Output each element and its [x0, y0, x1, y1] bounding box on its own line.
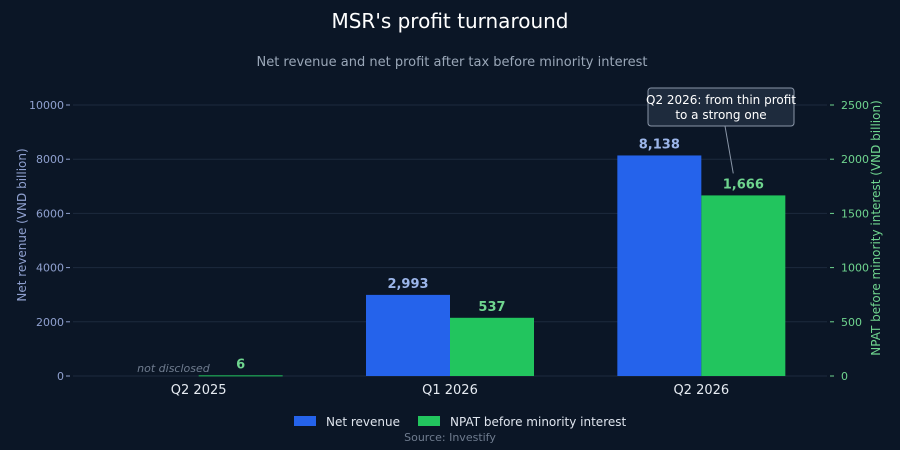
bar-net-revenue: [366, 294, 450, 376]
source-note: Source: Investify: [404, 431, 496, 444]
legend-label-net-revenue: Net revenue: [326, 415, 400, 429]
bar-npat: [198, 375, 283, 377]
left-axis-label: Net revenue (VND billion): [15, 148, 29, 301]
bar-npat: [701, 195, 786, 376]
annotation: Q2 2026: from thin profit to a strong on…: [646, 87, 796, 174]
right-tick-label: 0: [841, 370, 848, 383]
not-disclosed-label: not disclosed: [137, 362, 211, 375]
legend-swatch-npat: [418, 416, 440, 426]
right-axis-label: NPAT before minority interest (VND billi…: [869, 100, 883, 356]
annotation-line-1: Q2 2026: from thin profit: [646, 93, 796, 107]
data-labels: not disclosed 6 2,993 537 8,138 1,666: [137, 137, 764, 375]
left-tick-label: 10000: [29, 99, 64, 112]
data-label-net-revenue: 2,993: [387, 277, 428, 292]
left-axis-ticks: 0 2000 4000 6000 8000 10000: [29, 99, 70, 383]
annotation-box: [647, 87, 795, 127]
x-tick-label: Q2 2026: [673, 383, 729, 398]
bars: [198, 155, 786, 377]
left-tick-label: 4000: [36, 262, 64, 275]
chart-subtitle: Net revenue and net profit after tax bef…: [256, 55, 647, 70]
left-tick-label: 0: [57, 370, 64, 383]
right-tick-label: 2000: [841, 153, 869, 166]
bar-npat: [450, 317, 534, 376]
x-tick-label: Q2 2025: [171, 383, 227, 398]
right-tick-label: 2500: [841, 99, 869, 112]
annotation-arrow: [724, 125, 734, 174]
right-tick-label: 1000: [841, 262, 869, 275]
right-tick-label: 500: [841, 316, 862, 329]
bar-net-revenue: [617, 155, 702, 376]
chart-title: MSR's profit turnaround: [331, 9, 568, 33]
x-tick-label: Q1 2026: [422, 383, 478, 398]
data-label-npat: 6: [236, 357, 245, 372]
data-label-net-revenue: 8,138: [639, 137, 680, 152]
right-tick-label: 1500: [841, 207, 869, 220]
legend-label-npat: NPAT before minority interest: [450, 415, 626, 429]
left-tick-label: 2000: [36, 316, 64, 329]
data-label-npat: 537: [478, 300, 505, 315]
left-tick-label: 6000: [36, 207, 64, 220]
legend: Net revenue NPAT before minority interes…: [294, 415, 626, 429]
left-tick-label: 8000: [36, 153, 64, 166]
data-label-npat: 1,666: [723, 177, 764, 192]
x-axis-ticks: Q2 2025 Q1 2026 Q2 2026: [171, 383, 729, 398]
annotation-line-2: to a strong one: [675, 108, 766, 122]
legend-swatch-net-revenue: [294, 416, 316, 426]
right-axis-ticks: 0 500 1000 1500 2000 2500: [830, 99, 869, 383]
